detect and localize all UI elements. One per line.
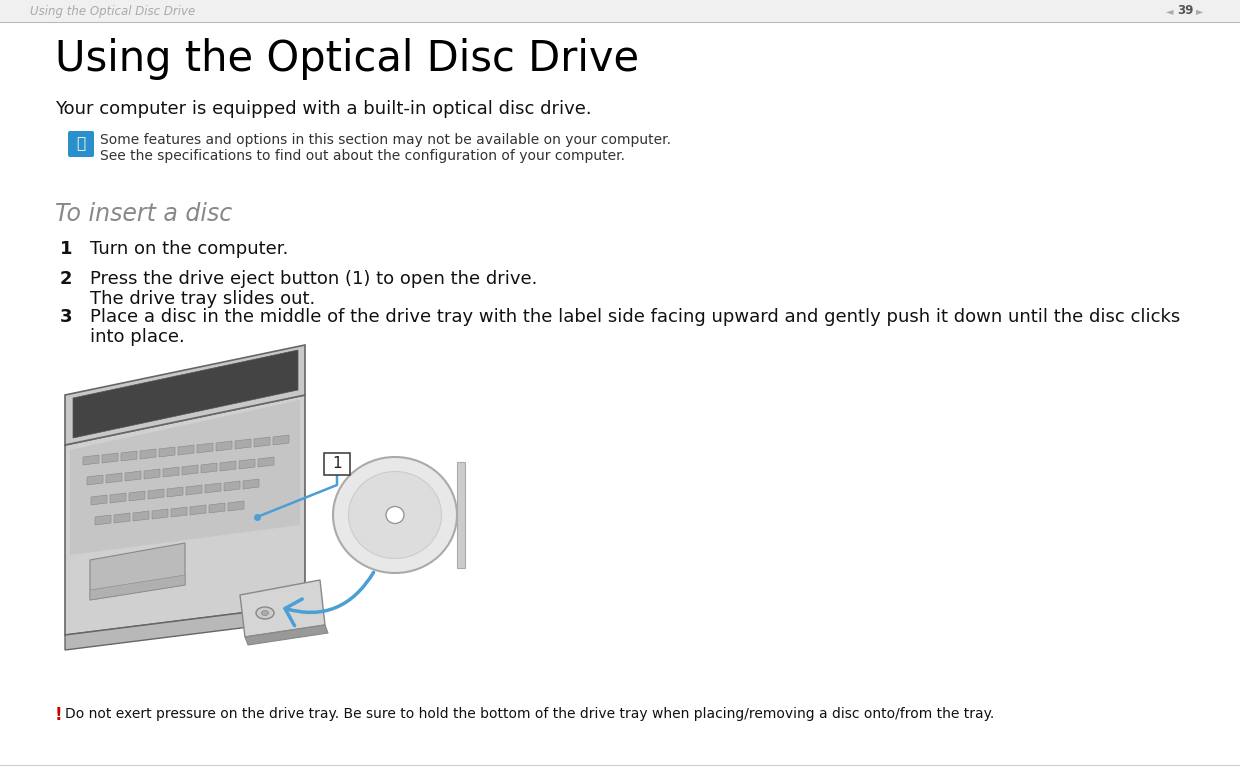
Text: 39: 39 <box>1177 5 1193 18</box>
FancyArrowPatch shape <box>285 572 373 626</box>
Polygon shape <box>205 483 221 493</box>
Polygon shape <box>239 459 255 469</box>
Text: See the specifications to find out about the configuration of your computer.: See the specifications to find out about… <box>100 149 625 163</box>
Polygon shape <box>219 461 236 471</box>
Polygon shape <box>216 441 232 451</box>
Polygon shape <box>140 449 156 459</box>
Ellipse shape <box>386 506 404 523</box>
Text: Using the Optical Disc Drive: Using the Optical Disc Drive <box>55 38 639 80</box>
Polygon shape <box>159 447 175 457</box>
Polygon shape <box>64 605 305 650</box>
Polygon shape <box>186 485 202 495</box>
Polygon shape <box>114 513 130 523</box>
Polygon shape <box>179 445 193 455</box>
Polygon shape <box>182 465 198 475</box>
Polygon shape <box>144 469 160 479</box>
Polygon shape <box>122 451 136 461</box>
Text: ⌕: ⌕ <box>77 136 86 152</box>
Text: ◄: ◄ <box>1167 6 1174 16</box>
Polygon shape <box>243 479 259 489</box>
Text: Some features and options in this section may not be available on your computer.: Some features and options in this sectio… <box>100 133 671 147</box>
Polygon shape <box>246 625 329 645</box>
Polygon shape <box>105 473 122 483</box>
Polygon shape <box>129 491 145 501</box>
Text: 1: 1 <box>332 457 342 472</box>
Polygon shape <box>91 543 185 600</box>
Text: The drive tray slides out.: The drive tray slides out. <box>91 290 315 308</box>
Polygon shape <box>69 400 300 555</box>
Polygon shape <box>236 439 250 449</box>
Polygon shape <box>201 463 217 473</box>
FancyBboxPatch shape <box>68 131 94 157</box>
Polygon shape <box>83 455 99 465</box>
Ellipse shape <box>262 611 269 616</box>
Bar <box>0 0 1240 22</box>
Text: Do not exert pressure on the drive tray. Be sure to hold the bottom of the drive: Do not exert pressure on the drive tray.… <box>64 707 994 721</box>
Polygon shape <box>254 437 270 447</box>
Polygon shape <box>458 462 465 568</box>
Text: To insert a disc: To insert a disc <box>55 202 232 226</box>
Polygon shape <box>148 489 164 499</box>
Polygon shape <box>91 495 107 505</box>
FancyBboxPatch shape <box>324 453 350 475</box>
Polygon shape <box>228 501 244 511</box>
Polygon shape <box>64 345 305 445</box>
Text: 3: 3 <box>60 308 72 326</box>
Polygon shape <box>102 453 118 463</box>
Text: Using the Optical Disc Drive: Using the Optical Disc Drive <box>30 5 195 18</box>
Polygon shape <box>110 493 126 503</box>
Polygon shape <box>258 457 274 467</box>
Polygon shape <box>125 471 141 481</box>
Polygon shape <box>153 509 167 519</box>
Polygon shape <box>133 511 149 521</box>
Polygon shape <box>64 395 305 635</box>
Text: Place a disc in the middle of the drive tray with the label side facing upward a: Place a disc in the middle of the drive … <box>91 308 1180 326</box>
Text: Press the drive eject button (1) to open the drive.: Press the drive eject button (1) to open… <box>91 270 537 288</box>
Polygon shape <box>190 505 206 515</box>
Polygon shape <box>224 481 241 491</box>
Polygon shape <box>273 435 289 445</box>
Text: !: ! <box>55 706 63 724</box>
Polygon shape <box>91 575 185 600</box>
Polygon shape <box>95 515 112 525</box>
Polygon shape <box>197 443 213 453</box>
Text: 2: 2 <box>60 270 72 288</box>
Polygon shape <box>210 503 224 513</box>
Polygon shape <box>241 580 325 637</box>
Text: 1: 1 <box>60 240 72 258</box>
Text: ►: ► <box>1197 6 1204 16</box>
Ellipse shape <box>348 472 441 558</box>
Polygon shape <box>167 487 184 497</box>
Ellipse shape <box>255 607 274 619</box>
Text: Your computer is equipped with a built-in optical disc drive.: Your computer is equipped with a built-i… <box>55 100 591 118</box>
Polygon shape <box>87 475 103 485</box>
Polygon shape <box>171 507 187 517</box>
Text: into place.: into place. <box>91 328 185 346</box>
Polygon shape <box>162 467 179 477</box>
Polygon shape <box>73 350 298 438</box>
Text: Turn on the computer.: Turn on the computer. <box>91 240 289 258</box>
Ellipse shape <box>334 457 458 573</box>
